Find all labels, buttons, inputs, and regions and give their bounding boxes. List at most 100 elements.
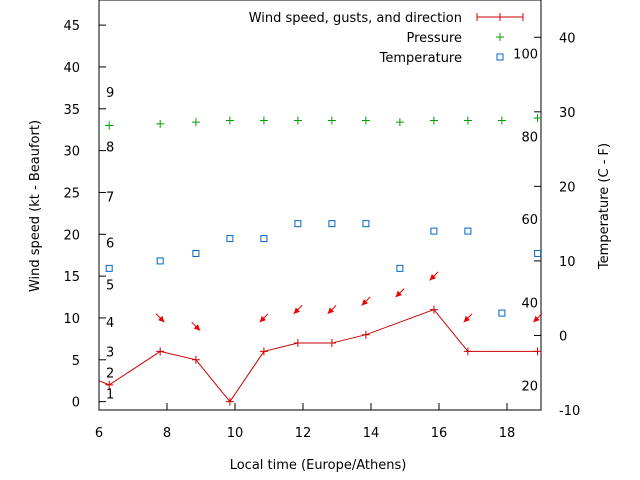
wind-direction-arrows xyxy=(155,271,543,331)
x-tick-label: 18 xyxy=(499,426,516,441)
wind-point xyxy=(361,330,370,339)
y-tick-label: 10 xyxy=(63,312,80,327)
pressure-point xyxy=(105,121,114,130)
fahrenheit-label: 60 xyxy=(521,213,538,228)
wind-point xyxy=(533,347,542,356)
pressure-point xyxy=(361,116,370,125)
wind-point xyxy=(225,397,234,406)
temperature-point xyxy=(156,257,164,265)
y-tick-label: 40 xyxy=(63,61,80,76)
temperature-point xyxy=(534,249,542,257)
fahrenheit-label: 40 xyxy=(521,297,538,312)
wind-arrow-head xyxy=(463,315,471,323)
y2-tick-label: 20 xyxy=(559,180,576,195)
y2-axis-label: Temperature (C - F) xyxy=(597,143,612,270)
y2-tick-label: 0 xyxy=(559,329,567,344)
x-tick-label: 10 xyxy=(227,426,244,441)
y-tick-label: 15 xyxy=(63,270,80,285)
wind-arrow xyxy=(191,321,201,331)
y-tick-label: 0 xyxy=(72,396,80,411)
wind-arrow-head xyxy=(429,274,437,281)
beaufort-label: 9 xyxy=(106,86,114,101)
legend-label: Temperature xyxy=(379,51,462,66)
x-tick-label: 12 xyxy=(295,426,312,441)
beaufort-label: 2 xyxy=(106,366,114,381)
fahrenheit-labels: 20 40 60 80 100 xyxy=(513,48,538,395)
wind-point xyxy=(259,347,268,356)
wind-arrow xyxy=(259,313,269,323)
wind-arrow-head xyxy=(533,315,540,323)
wind-arrow xyxy=(361,296,371,306)
x-axis-tick-labels: 6 8 10 12 14 16 18 xyxy=(95,426,515,441)
beaufort-label: 1 xyxy=(106,387,114,402)
pressure-point xyxy=(533,113,542,122)
y2-tick-label: -10 xyxy=(559,404,580,419)
temperature-point xyxy=(226,235,234,243)
y2-tick-label: 30 xyxy=(559,106,576,121)
wind-arrow xyxy=(533,313,543,323)
temperature-point xyxy=(396,264,404,272)
y-axis-label: Wind speed (kt - Beaufort) xyxy=(28,120,43,292)
pressure-point xyxy=(463,116,472,125)
wind-series xyxy=(98,305,542,406)
wind-arrow-head xyxy=(361,299,369,306)
fahrenheit-label: 80 xyxy=(521,130,538,145)
y-tick-label: 30 xyxy=(63,145,80,160)
y2-tick-label: 10 xyxy=(559,255,576,270)
pressure-point xyxy=(156,119,165,128)
beaufort-label: 7 xyxy=(106,191,114,206)
temperature-point xyxy=(105,264,113,272)
wind-arrow xyxy=(429,271,439,281)
temperature-point xyxy=(260,235,268,243)
wind-point xyxy=(105,380,114,389)
fahrenheit-label: 20 xyxy=(521,379,538,394)
x-axis-label: Local time (Europe/Athens) xyxy=(230,458,407,473)
wind-point xyxy=(293,339,302,348)
pressure-point xyxy=(225,116,234,125)
temperature-point xyxy=(498,309,506,317)
wind-point xyxy=(156,347,165,356)
pressure-point xyxy=(259,116,268,125)
y-tick-label: 20 xyxy=(63,228,80,243)
x-tick-label: 16 xyxy=(431,426,448,441)
legend-temperature-marker xyxy=(496,53,504,61)
wind-arrow-head xyxy=(293,307,301,314)
beaufort-labels: 1 2 3 4 5 6 7 8 9 xyxy=(106,86,114,402)
legend-wind-marker xyxy=(476,13,524,21)
legend-pressure-marker xyxy=(496,33,504,41)
legend-label: Wind speed, gusts, and direction xyxy=(249,11,462,26)
y-tick-label: 45 xyxy=(63,19,80,34)
y-tick-label: 35 xyxy=(63,103,80,118)
pressure-point xyxy=(395,118,404,127)
pressure-point xyxy=(327,116,336,125)
temperature-point xyxy=(362,220,370,228)
beaufort-label: 4 xyxy=(106,316,114,331)
temperature-series xyxy=(105,220,542,317)
wind-arrow xyxy=(155,313,165,323)
wind-point xyxy=(327,339,336,348)
beaufort-label: 5 xyxy=(106,278,114,293)
wind-line xyxy=(98,308,538,403)
wind-arrow xyxy=(293,304,303,315)
wind-arrow-head xyxy=(259,315,267,323)
left-axis-tick-labels: 0 5 10 15 20 25 30 35 40 45 xyxy=(63,19,80,411)
pressure-point xyxy=(191,118,200,127)
beaufort-label: 6 xyxy=(106,237,114,252)
wind-arrow-head xyxy=(193,324,201,331)
plot-frame xyxy=(98,0,542,411)
temperature-point xyxy=(464,227,472,235)
pressure-point xyxy=(497,116,506,125)
temperature-point xyxy=(192,249,200,257)
legend: Wind speed, gusts, and direction Pressure… xyxy=(249,11,524,66)
wind-arrow-head xyxy=(158,315,165,323)
wind-arrow-head xyxy=(327,307,335,314)
wind-arrow xyxy=(327,304,337,315)
beaufort-label: 8 xyxy=(106,140,114,155)
temperature-point xyxy=(430,227,438,235)
wind-point xyxy=(191,355,200,364)
pressure-point xyxy=(293,116,302,125)
wind-arrow xyxy=(395,288,405,298)
fahrenheit-label: 100 xyxy=(513,48,538,63)
pressure-series xyxy=(105,113,542,130)
